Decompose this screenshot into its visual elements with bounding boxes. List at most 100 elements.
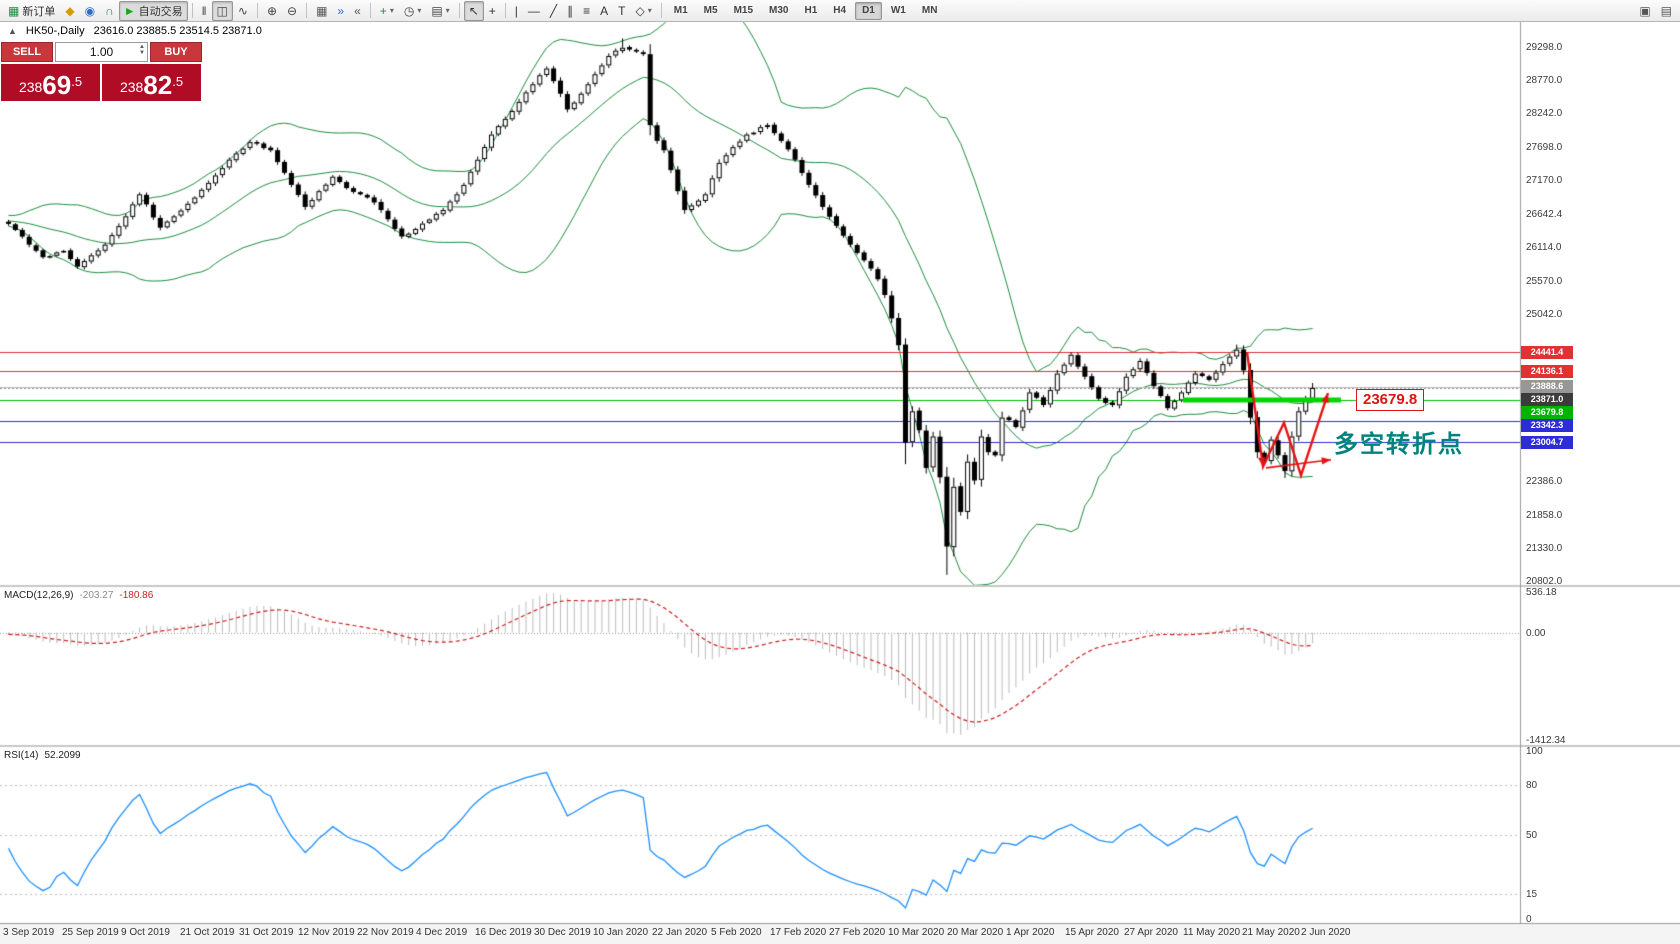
line-chart-button[interactable]: ∿: [233, 1, 253, 21]
funds-button[interactable]: ◆: [60, 1, 79, 21]
trendline-button[interactable]: ╱: [545, 1, 562, 21]
price-axis-label: 21330.0: [1526, 542, 1563, 554]
indicator-scale-label: 0: [1526, 914, 1532, 925]
candlestick-chart-button[interactable]: ◫: [211, 0, 233, 21]
turning-point-annotation[interactable]: 多空转折点: [1334, 431, 1464, 458]
new-order-button-label: 新订单: [22, 5, 56, 18]
price-axis-label: 26114.0: [1526, 241, 1562, 253]
time-axis-label: 15 Apr 2020: [1065, 927, 1119, 938]
horizontal-line-icon: —: [527, 3, 540, 18]
volume-down-button[interactable]: ▼: [139, 50, 145, 56]
price-tag: 23342.3: [1521, 419, 1573, 433]
macd-value-main: -203.27: [79, 590, 114, 601]
timeframe-button-m1[interactable]: M1: [673, 5, 688, 16]
timeframe-button-d1[interactable]: D1: [855, 1, 882, 20]
rsi-indicator-label: RSI(14) 52.2099: [4, 750, 81, 761]
sell-price-display[interactable]: 238 69.5: [1, 64, 100, 101]
buy-button[interactable]: BUY: [150, 42, 202, 62]
text-button[interactable]: A: [595, 1, 613, 21]
tile-windows-button[interactable]: ▦: [311, 1, 332, 21]
zoom-out-button[interactable]: ⊖: [282, 1, 302, 21]
autotrading-button-label: 自动交易: [138, 5, 183, 18]
crosshair-button[interactable]: +: [484, 1, 501, 21]
sell-button[interactable]: SELL: [1, 42, 53, 62]
indicator-scale-label: 536.18: [1526, 586, 1557, 598]
autotrading-button[interactable]: ► 自动交易: [118, 0, 188, 21]
timeframe-button-m15[interactable]: M15: [733, 5, 754, 16]
zoom-in-button[interactable]: ⊕: [262, 1, 282, 21]
indicators-button[interactable]: + ▾: [375, 1, 399, 21]
vertical-line-button[interactable]: |: [510, 1, 523, 21]
toolbar-separator: [306, 3, 308, 18]
label-button[interactable]: T: [613, 1, 630, 21]
candlestick-icon: ◫: [216, 3, 228, 18]
sell-price-pips: 69: [42, 70, 72, 101]
fibonacci-icon: ≡: [583, 3, 591, 18]
horizontal-line-button[interactable]: —: [523, 1, 545, 21]
timeframe-button-h1[interactable]: H1: [804, 5, 818, 16]
support-price-label[interactable]: 23679.8: [1356, 389, 1425, 411]
timeframe-button-m30[interactable]: M30: [769, 5, 789, 16]
sell-price-frac: .5: [71, 74, 83, 89]
time-axis-label: 21 May 2020: [1242, 927, 1300, 938]
periods-button[interactable]: ◷ ▾: [399, 1, 427, 21]
shapes-button[interactable]: ◇ ▾: [631, 1, 657, 21]
line-chart-icon: ∿: [237, 3, 248, 18]
indicator-scale-label: 15: [1526, 888, 1538, 900]
price-axis-label: 22386.0: [1526, 476, 1563, 488]
indicators-icon: +: [379, 3, 387, 18]
timeframe-button-w1[interactable]: W1: [890, 5, 906, 16]
auto-scroll-button[interactable]: »: [332, 1, 349, 21]
time-axis-label: 1 Apr 2020: [1006, 927, 1055, 938]
toolbar-separator: [458, 3, 460, 18]
bar-chart-icon: ‖: [201, 3, 207, 18]
window-list-button[interactable]: ▤: [1656, 1, 1677, 21]
new-order-icon: ▦: [8, 3, 20, 18]
timeframe-button-mn[interactable]: MN: [921, 5, 938, 16]
indicator-scale-label: -1412.34: [1526, 734, 1566, 746]
cursor-icon: ↖: [468, 3, 479, 18]
chart-shift-button[interactable]: «: [349, 1, 366, 21]
symbol-period-label: HK50-,Daily: [25, 25, 85, 37]
chart-title-icon: ▲: [8, 26, 17, 36]
time-axis-label: 2 Jun 2020: [1301, 927, 1351, 938]
price-axis-label: 27698.0: [1526, 142, 1563, 154]
channel-icon: ∥: [567, 3, 574, 18]
window-layout-button[interactable]: ▣: [1634, 1, 1655, 21]
time-axis-label: 27 Feb 2020: [829, 927, 886, 938]
bar-chart-button[interactable]: ‖: [197, 1, 212, 21]
chart-title: ▲ HK50-,Daily 23616.0 23885.5 23514.5 23…: [6, 25, 264, 37]
fibonacci-button[interactable]: ≡: [578, 1, 595, 21]
volume-input[interactable]: 1.00 ▲ ▼: [55, 42, 148, 62]
indicator-scale-label: 0.00: [1526, 627, 1546, 639]
channel-button[interactable]: ∥: [562, 1, 578, 21]
timeframe-button-h4[interactable]: H4: [833, 5, 847, 16]
time-axis-label: 30 Dec 2019: [534, 927, 591, 938]
community-button[interactable]: ◉: [80, 1, 100, 21]
rsi-value: 52.2099: [44, 750, 81, 761]
price-axis-label: 25042.0: [1526, 309, 1563, 321]
price-tag: 24136.1: [1521, 364, 1573, 378]
time-axis-label: 17 Feb 2020: [770, 927, 827, 938]
trendline-icon: ╱: [549, 3, 558, 18]
volume-up-button[interactable]: ▲: [139, 44, 145, 50]
price-tag: 23871.0: [1521, 393, 1573, 407]
time-axis-label: 5 Feb 2020: [711, 927, 762, 938]
sell-price-main: 238: [18, 79, 43, 96]
templates-button[interactable]: ▤ ▾: [426, 1, 454, 21]
support-button[interactable]: ∩: [100, 1, 119, 21]
toolbar-right: ▣ ▤: [1634, 0, 1677, 21]
chart-shift-icon: «: [354, 3, 361, 18]
cursor-button[interactable]: ↖: [463, 0, 484, 21]
time-axis-label: 12 Nov 2019: [298, 927, 355, 938]
new-order-button[interactable]: ▦ 新订单: [3, 1, 60, 21]
crosshair-icon: +: [488, 3, 496, 18]
time-axis-label: 25 Sep 2019: [62, 927, 119, 938]
buy-price-display[interactable]: 238 82.5: [102, 64, 201, 101]
price-axis-label: 20802.0: [1526, 575, 1563, 587]
toolbar-separator: [256, 3, 258, 18]
timeframe-button-m5[interactable]: M5: [703, 5, 718, 16]
time-axis-label: 16 Dec 2019: [475, 927, 532, 938]
